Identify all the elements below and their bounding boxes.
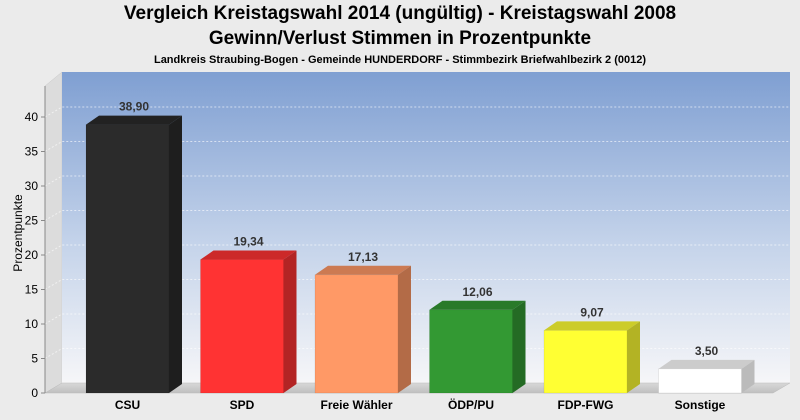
chart-location-subtitle: Landkreis Straubing-Bogen - Gemeinde HUN… — [153, 54, 647, 66]
y-tick-label: 5 — [31, 352, 38, 366]
y-tick-label: 30 — [25, 179, 39, 193]
gridline — [44, 106, 790, 118]
y-axis-label: Prozentpunkte — [11, 194, 25, 272]
y-tick-label: 15 — [25, 283, 39, 297]
bars: 38,90 19,34 17,13 12,06 9,07 3,50 — [85, 100, 755, 394]
x-axis-labels: CSU SPD Freie Wähler ÖDP/PU FDP-FWG Sonstige — [115, 397, 726, 412]
gridline — [44, 244, 790, 256]
y-tick-label: 35 — [25, 145, 39, 159]
gridline — [44, 175, 790, 187]
data-label: 9,07 — [580, 305, 604, 319]
plot-background — [62, 72, 790, 383]
y-tick-label: 20 — [25, 248, 39, 262]
gridline — [44, 313, 790, 325]
x-tick-label: Sonstige — [675, 398, 726, 412]
chart-title: Vergleich Kreistagswahl 2014 (ungültig) … — [123, 3, 677, 24]
data-label: 17,13 — [348, 250, 378, 264]
data-label: 38,90 — [119, 100, 149, 114]
y-tick-label: 10 — [25, 317, 39, 331]
x-tick-label: CSU — [115, 398, 140, 412]
y-tick-label: 0 — [31, 386, 38, 400]
data-label: 12,06 — [462, 285, 492, 299]
bar — [85, 115, 182, 394]
y-axis-ticks: 0 5 10 15 20 25 30 35 40 — [25, 110, 45, 400]
bar — [543, 321, 640, 394]
x-tick-label: ÖDP/PU — [448, 397, 494, 412]
bar — [314, 265, 411, 394]
bar — [200, 250, 297, 394]
gridline — [44, 279, 790, 290]
gridline — [44, 141, 790, 152]
y-tick-label: 40 — [25, 110, 39, 124]
bar — [658, 359, 755, 394]
x-tick-label: FDP-FWG — [558, 398, 614, 412]
data-label: 3,50 — [695, 344, 719, 358]
y-tick-label: 25 — [25, 214, 39, 228]
plot-side-wall — [44, 71, 63, 394]
bar — [429, 300, 526, 394]
x-tick-label: SPD — [230, 398, 255, 412]
chart-subtitle: Gewinn/Verlust Stimmen in Prozentpunkte — [208, 28, 592, 49]
data-label: 19,34 — [233, 235, 263, 249]
x-tick-label: Freie Wähler — [320, 398, 392, 412]
gridline — [44, 210, 790, 221]
